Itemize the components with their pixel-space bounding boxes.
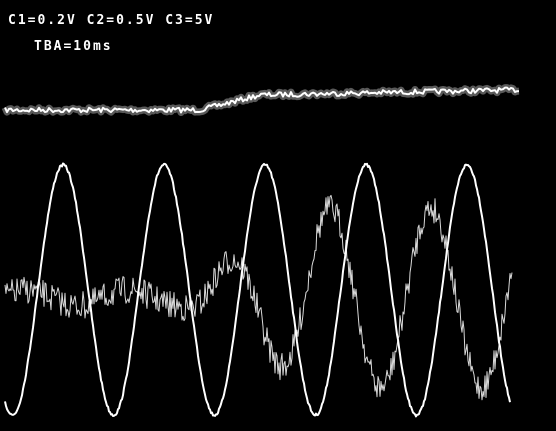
oscilloscope-screen: C1=0.2V C2=0.5V C3=5V TBA=10ms	[0, 0, 556, 431]
channel-settings: C1=0.2V C2=0.5V C3=5V	[8, 13, 214, 28]
timebase-setting: TBA=10ms	[34, 39, 113, 54]
page: C1=0.2V C2=0.5V C3=5V TBA=10ms (() => { …	[0, 0, 556, 431]
